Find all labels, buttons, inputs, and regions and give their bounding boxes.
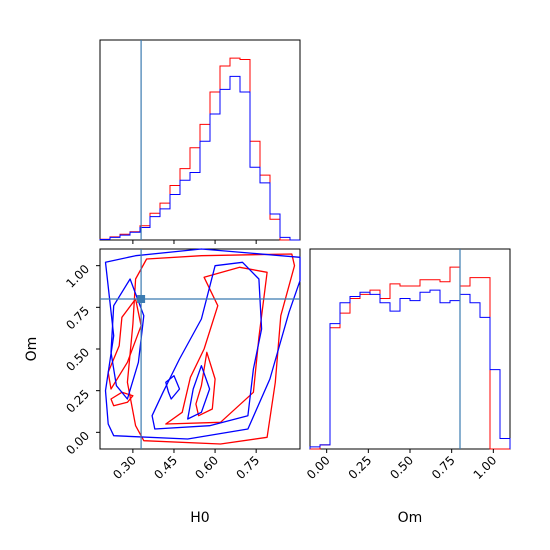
contour-2 xyxy=(165,266,268,425)
om-left-tick-label-2: 0.25 xyxy=(63,387,92,416)
truth-marker xyxy=(137,295,146,303)
x-axis-label-om: Om xyxy=(398,510,423,526)
h0-tick-label-3: 0.60 xyxy=(192,453,221,482)
om-bottom-tick-label-2: 0.25 xyxy=(346,453,375,482)
om-bottom-tick-label-3: 0.50 xyxy=(387,453,416,482)
contour-8 xyxy=(110,278,145,400)
h0-histogram-frame xyxy=(99,39,301,241)
h0-histogram-panel xyxy=(99,39,301,244)
contour-4 xyxy=(195,351,216,417)
contour-10 xyxy=(165,375,181,400)
om-bottom-tick-label-1: 0.00 xyxy=(304,453,333,482)
joint-contour-panel: 0.30 0.45 0.60 0.75 0.00 0.25 0.50 0.75 1.00 H0… xyxy=(24,248,301,526)
y-axis-label-om: Om xyxy=(24,337,40,362)
om-left-tick-label-4: 0.75 xyxy=(63,304,92,333)
contour-6 xyxy=(104,248,301,440)
om-left-tick-label-5: 1.00 xyxy=(63,262,92,291)
contour-5 xyxy=(110,391,134,407)
om-left-tick-label-3: 0.50 xyxy=(63,345,92,374)
om-bottom-tick-label-4: 0.75 xyxy=(429,453,458,482)
om-left-tick-label-1: 0.00 xyxy=(63,429,92,458)
contour-9 xyxy=(187,365,211,420)
om-histogram-frame xyxy=(309,248,511,450)
h0-histogram-series-2 xyxy=(99,75,300,241)
om-histogram-series-1 xyxy=(310,266,510,450)
h0-tick-label-2: 0.45 xyxy=(151,453,180,482)
contour-7 xyxy=(151,261,263,430)
contour-1 xyxy=(126,253,296,445)
om-histogram-series-2 xyxy=(309,289,511,449)
om-histogram-panel: 0.00 0.25 0.50 0.75 1.00 Om xyxy=(304,248,511,526)
x-axis-label-h0: H0 xyxy=(190,510,209,526)
contour-3 xyxy=(107,298,142,390)
h0-tick-label-1: 0.30 xyxy=(110,453,139,482)
h0-tick-label-4: 0.75 xyxy=(233,453,262,482)
om-bottom-tick-label-5: 1.00 xyxy=(471,453,500,482)
